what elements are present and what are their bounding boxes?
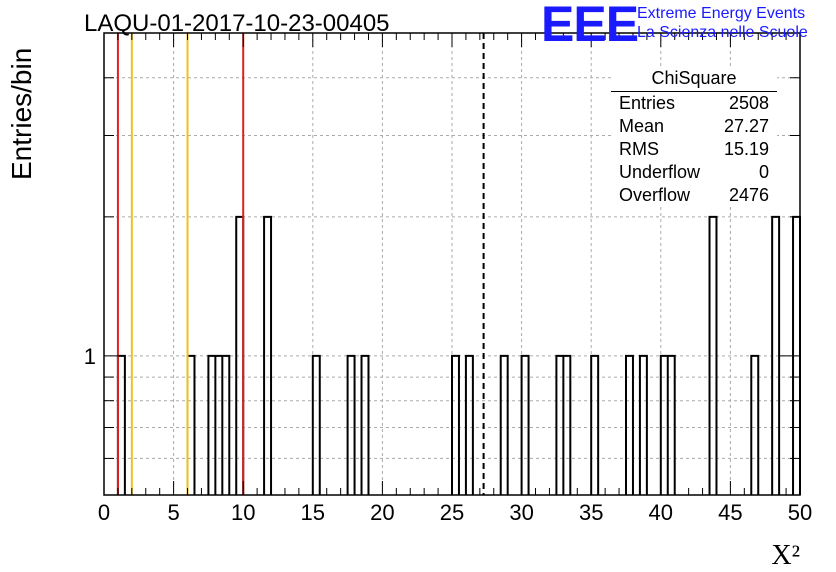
x-tick-label: 50	[788, 500, 812, 525]
stats-value: 2476	[728, 185, 769, 205]
y-tick-label: 1	[84, 344, 96, 369]
logo-line-1: Extreme Energy Events	[637, 5, 806, 22]
stats-box: ChiSquare Entries 2508 Mean 27.27 RMS 15…	[611, 66, 777, 207]
stats-title: ChiSquare	[611, 66, 777, 92]
stats-value: 2508	[728, 93, 769, 113]
stats-label: RMS	[619, 139, 659, 159]
x-tick-label: 40	[649, 500, 673, 525]
eee-logo: EEE	[541, 0, 639, 52]
stats-label: Underflow	[619, 162, 701, 182]
stats-value: 0	[758, 162, 769, 182]
stats-value: 15.19	[723, 139, 769, 159]
x-axis-label: X²	[771, 540, 800, 571]
x-tick-label: 20	[370, 500, 394, 525]
x-tick-label: 35	[579, 500, 603, 525]
chart-title: LAQU-01-2017-10-23-00405	[84, 10, 390, 37]
histogram-bars	[116, 215, 801, 495]
stats-row-underflow: Underflow 0	[611, 161, 777, 184]
stats-row-overflow: Overflow 2476	[611, 184, 777, 207]
x-tick-label: 5	[167, 500, 179, 525]
stats-label: Mean	[619, 116, 665, 136]
x-tick-label: 15	[301, 500, 325, 525]
x-tick-label: 45	[718, 500, 742, 525]
stats-row-mean: Mean 27.27	[611, 115, 777, 138]
stats-label: Overflow	[619, 185, 691, 205]
logo-text: Extreme Energy Events La Scienza nelle S…	[637, 4, 808, 42]
stats-row-entries: Entries 2508	[611, 92, 777, 115]
x-tick-label: 10	[231, 500, 255, 525]
stats-row-rms: RMS 15.19	[611, 138, 777, 161]
stats-value: 27.27	[723, 116, 769, 136]
y-axis-label: Entries/bin	[6, 47, 37, 180]
x-tick-label: 25	[440, 500, 464, 525]
x-tick-label: 30	[509, 500, 533, 525]
logo-line-2: La Scienza nelle Scuole	[637, 24, 808, 41]
x-tick-label: 0	[98, 500, 110, 525]
stats-label: Entries	[619, 93, 676, 113]
